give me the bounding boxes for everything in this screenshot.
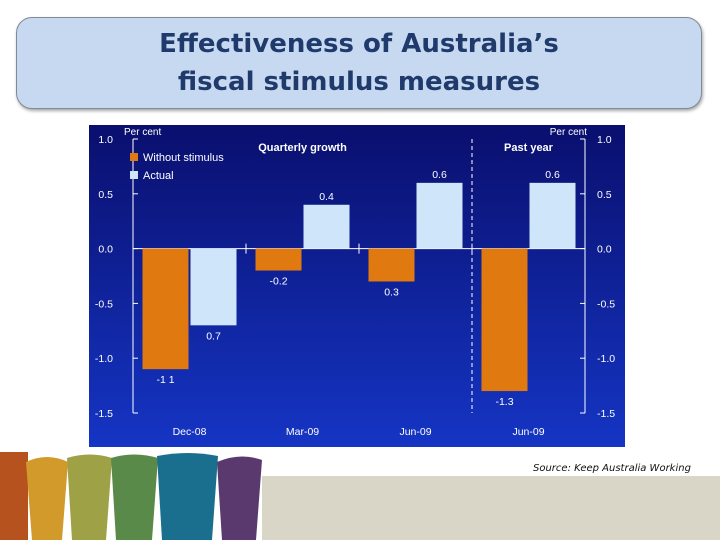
legend-label: Actual [143, 170, 174, 182]
data-label: 0.7 [206, 330, 221, 342]
left-tick-label: 1.0 [98, 134, 113, 146]
legend-swatch [130, 153, 138, 161]
footer-band-gold [26, 457, 68, 540]
right-tick-label: 1.0 [597, 134, 612, 146]
right-tick-label: 0.5 [597, 189, 612, 201]
footer-band-green [111, 454, 158, 540]
right-tick-label: 0.0 [597, 244, 612, 256]
category-label: Dec-08 [173, 426, 207, 438]
footer-decoration [0, 452, 720, 540]
data-label: 0.3 [384, 286, 399, 298]
slide-title-box: Effectiveness of Australia’s fiscal stim… [16, 17, 702, 109]
footer-band-rust [0, 452, 28, 540]
left-tick-label: 0.5 [98, 189, 113, 201]
bar-without-stimulus [368, 248, 415, 282]
data-label: -0.2 [269, 276, 287, 288]
footer-band-olive [67, 454, 112, 540]
category-label: Jun-09 [399, 426, 431, 438]
slide-title: Effectiveness of Australia’s fiscal stim… [159, 29, 559, 97]
bar-actual [303, 204, 350, 249]
legend-label: Without stimulus [143, 152, 224, 164]
data-label: -1 1 [156, 374, 174, 386]
bar-actual [416, 182, 463, 249]
bar-without-stimulus [142, 248, 189, 370]
left-tick-label: -0.5 [95, 298, 113, 310]
category-label: Mar-09 [286, 426, 319, 438]
legend-swatch [130, 171, 138, 179]
bar-actual [190, 248, 237, 326]
data-label: 0.6 [545, 169, 560, 181]
left-axis-label: Per cent [124, 127, 161, 138]
bar-without-stimulus [481, 248, 528, 392]
bar-actual [529, 182, 576, 249]
data-label: 0.4 [319, 191, 334, 203]
left-tick-label: -1.0 [95, 353, 113, 365]
bar-chart: 1.0 1.0 0.5 0.5 0.0 0.0 -0.5 -0.5 -1.0 -1.0 -1.5 -1… [89, 125, 625, 447]
right-axis-label: Per cent [550, 127, 587, 138]
category-label: Jun-09 [512, 426, 544, 438]
footer-band-teal [157, 453, 218, 540]
footer-gray-bar [262, 476, 720, 540]
footer-band-purple [217, 456, 262, 540]
left-tick-label: -1.5 [95, 408, 113, 420]
data-label: -1.3 [495, 396, 513, 408]
right-tick-label: -1.5 [597, 408, 615, 420]
right-tick-label: -1.0 [597, 353, 615, 365]
source-note: Source: Keep Australia Working [533, 463, 691, 474]
right-tick-label: -0.5 [597, 298, 615, 310]
section-label-quarterly: Quarterly growth [258, 142, 347, 154]
left-tick-label: 0.0 [98, 244, 113, 256]
bar-without-stimulus [255, 248, 302, 271]
section-label-past-year: Past year [504, 142, 554, 154]
data-label: 0.6 [432, 169, 447, 181]
